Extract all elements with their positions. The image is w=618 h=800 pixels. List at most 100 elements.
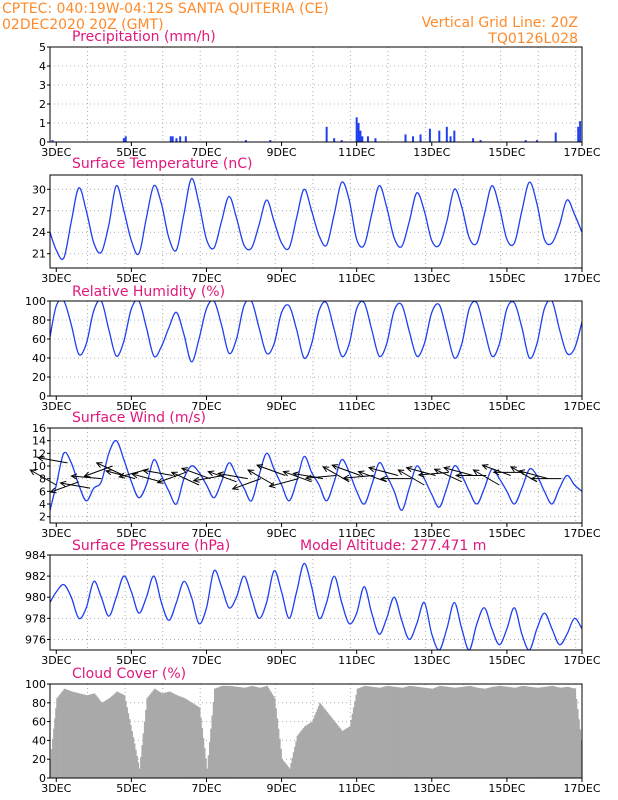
cloud-bar bbox=[295, 741, 297, 778]
cloud-bar bbox=[106, 699, 108, 778]
cloud-bar bbox=[236, 686, 239, 778]
cloud-bar bbox=[508, 686, 510, 778]
cloud-bar bbox=[372, 686, 375, 778]
cloud-bar bbox=[282, 760, 285, 778]
cloud-bar bbox=[197, 706, 200, 778]
cloud-bar bbox=[346, 727, 349, 778]
cloud-bar bbox=[195, 705, 197, 778]
cloud-bar bbox=[536, 687, 539, 778]
x-tick-label: 7DEC bbox=[191, 400, 221, 413]
x-tick-label: 7DEC bbox=[191, 272, 221, 285]
cloud-bar bbox=[524, 686, 526, 778]
cloud-bar bbox=[529, 686, 531, 778]
cloud-bar bbox=[213, 688, 216, 778]
cloud-bar bbox=[578, 719, 580, 778]
cloud-bar bbox=[322, 707, 325, 778]
cloud-bar bbox=[218, 686, 221, 778]
cloud-bar bbox=[120, 693, 122, 778]
wind-arrow bbox=[193, 475, 224, 482]
cloud-bar bbox=[152, 690, 155, 778]
cloud-bar bbox=[147, 696, 150, 778]
x-tick-label: 5DEC bbox=[116, 527, 146, 540]
cloud-bar bbox=[461, 686, 464, 778]
cloud-bar bbox=[394, 686, 396, 778]
y-tick-label: 5 bbox=[39, 41, 46, 54]
cloud-bar bbox=[434, 687, 436, 778]
cloud-bar bbox=[314, 715, 316, 778]
cloud-bar bbox=[307, 723, 310, 778]
cloud-bar bbox=[208, 741, 211, 778]
cloud-bar bbox=[226, 685, 229, 778]
cloud-bar bbox=[405, 686, 408, 778]
cloud-bar bbox=[131, 731, 133, 778]
cloud-bar bbox=[321, 705, 324, 778]
precip-bar bbox=[554, 132, 557, 142]
cloud-bar bbox=[540, 687, 543, 778]
cloud-bar bbox=[113, 693, 116, 778]
wind-arrow bbox=[143, 469, 173, 476]
cloud-bar bbox=[205, 758, 207, 778]
y-tick-label: 1 bbox=[39, 117, 46, 130]
x-tick-label: 5DEC bbox=[116, 782, 146, 795]
cloud-bar bbox=[553, 686, 555, 778]
x-tick-label: 5DEC bbox=[116, 146, 146, 159]
precip-bar bbox=[122, 138, 125, 142]
cloud-bar bbox=[478, 687, 480, 778]
cloud-bar bbox=[103, 701, 106, 778]
y-tick-label: 40 bbox=[32, 352, 46, 365]
cloud-bar bbox=[229, 685, 231, 778]
cloud-bar bbox=[140, 756, 142, 778]
cloud-bar bbox=[127, 713, 130, 778]
cloud-bar bbox=[301, 729, 304, 778]
x-tick-label: 7DEC bbox=[191, 654, 221, 667]
cloud-bar bbox=[279, 738, 281, 778]
x-tick-label: 3DEC bbox=[41, 146, 71, 159]
cloud-bar bbox=[50, 759, 52, 778]
x-tick-label: 17DEC bbox=[563, 654, 600, 667]
cloud-bar bbox=[431, 688, 434, 778]
cloud-bar bbox=[71, 691, 73, 778]
cloud-bar bbox=[306, 724, 309, 778]
cloud-bar bbox=[460, 686, 463, 778]
cloud-bar bbox=[409, 685, 411, 778]
cloud-bar bbox=[515, 687, 518, 778]
cloud-bar bbox=[344, 729, 346, 778]
y-tick-label: 3 bbox=[39, 79, 46, 92]
cloud-bar bbox=[513, 687, 515, 778]
cloud-bar bbox=[466, 686, 469, 778]
cloud-bar bbox=[112, 694, 115, 778]
cloud-bar bbox=[446, 686, 449, 778]
cloud-bar bbox=[347, 727, 350, 778]
cloud-bar bbox=[345, 728, 347, 778]
y-tick-label: 100 bbox=[25, 678, 46, 691]
cloud-bar bbox=[390, 686, 393, 778]
cloud-bar bbox=[108, 698, 111, 778]
cloud-bar bbox=[291, 757, 294, 778]
precip-bar bbox=[404, 134, 407, 142]
panel-title: Cloud Cover (%) bbox=[72, 666, 186, 682]
cloud-bar bbox=[51, 749, 53, 778]
y-tick-label: 27 bbox=[32, 205, 46, 218]
precip-bar bbox=[325, 126, 328, 142]
cloud-bar bbox=[490, 687, 493, 778]
cloud-bar bbox=[376, 687, 379, 778]
cloud-bar bbox=[331, 718, 334, 778]
y-tick-label: 0 bbox=[39, 772, 46, 785]
cloud-bar bbox=[518, 686, 520, 778]
cloud-bar bbox=[188, 701, 191, 778]
cloud-bar bbox=[259, 687, 261, 778]
cloud-bar bbox=[158, 691, 161, 778]
cloud-bar bbox=[165, 692, 167, 778]
cloud-bar bbox=[240, 687, 242, 778]
cloud-bar bbox=[480, 688, 483, 778]
cloud-bar bbox=[555, 686, 558, 778]
cloud-bar bbox=[126, 707, 128, 778]
cloud-bar bbox=[418, 686, 420, 778]
cloud-bar bbox=[73, 692, 76, 778]
y-tick-label: 0 bbox=[39, 390, 46, 403]
panel-5: Surface Pressure (hPa) Model Altitude: 27… bbox=[25, 538, 601, 667]
precip-bar bbox=[269, 140, 272, 142]
wind-arrow bbox=[332, 464, 361, 476]
cloud-bar bbox=[485, 688, 488, 778]
